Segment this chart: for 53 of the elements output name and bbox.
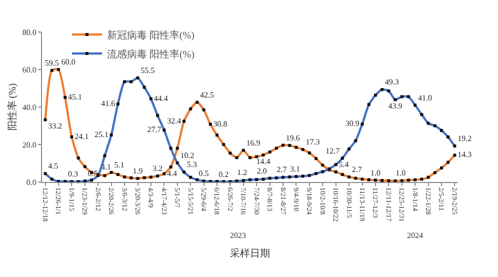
data-label: 3.2 [152, 164, 163, 174]
data-label: 3.1 [290, 164, 300, 174]
data-label: 24.1 [74, 132, 89, 141]
data-label: 2.7 [352, 165, 362, 174]
data-label: 49.3 [384, 78, 399, 87]
data-label: 14.3 [458, 150, 472, 160]
data-label: 32.4 [167, 116, 182, 126]
data-label: 45.1 [68, 92, 82, 102]
data-label: 1.0 [370, 168, 380, 178]
data-label: 16.9 [246, 138, 260, 148]
data-label: 10.2 [180, 151, 194, 160]
data-label: 42.5 [200, 90, 214, 100]
data-label: 25.1 [94, 130, 108, 139]
legend-label: 新冠病毒 阳性率(%) [106, 29, 194, 42]
data-label: 12.7 [326, 146, 340, 156]
data-label: 4.5 [48, 162, 58, 171]
data-label: 43.9 [388, 102, 402, 111]
text: 2024 [407, 231, 423, 240]
legend-label: 流感病毒 阳性率(%) [106, 48, 194, 60]
data-label: 41.6 [101, 99, 116, 108]
y-tick-label: 20.0 [22, 140, 36, 150]
data-label: 14.4 [256, 156, 270, 166]
text: 2023 [230, 231, 246, 240]
data-label: 0.5 [198, 169, 209, 178]
data-label: 30.9 [345, 119, 360, 128]
data-label: 2.7 [276, 165, 287, 174]
data-label: 41.0 [418, 93, 432, 102]
data-label: 5.4 [338, 160, 349, 170]
data-label: 44.4 [154, 94, 168, 103]
data-label: 55.5 [140, 66, 155, 76]
data-label: 30.8 [213, 119, 228, 128]
data-label: 5.1 [114, 160, 124, 170]
y-tick-label: 40.0 [22, 102, 36, 112]
data-label: 1.2 [237, 168, 248, 177]
data-label: 33.2 [48, 122, 62, 131]
y-tick-label: 80.0 [22, 28, 36, 37]
y-axis-title: 阳性率 (%) [6, 83, 18, 131]
data-label: 27.7 [147, 125, 162, 134]
data-label: 1.0 [396, 168, 406, 178]
data-label: 60.0 [61, 58, 76, 67]
y-tick-label: 0.0 [26, 178, 36, 187]
data-label: 4.4 [167, 168, 178, 178]
data-label: 19.2 [458, 134, 472, 144]
data-label: 17.3 [306, 138, 320, 147]
data-label: 2.0 [256, 166, 267, 176]
y-tick-label: 60.0 [22, 65, 36, 74]
data-label: 19.6 [286, 133, 300, 142]
data-label: 0.2 [218, 170, 229, 179]
data-label: 1.9 [132, 166, 143, 176]
data-label: 0.3 [68, 170, 78, 179]
data-label: 59.5 [44, 58, 59, 68]
data-label: 5.3 [186, 160, 197, 170]
x-axis-title: 采样日期 [230, 248, 270, 260]
